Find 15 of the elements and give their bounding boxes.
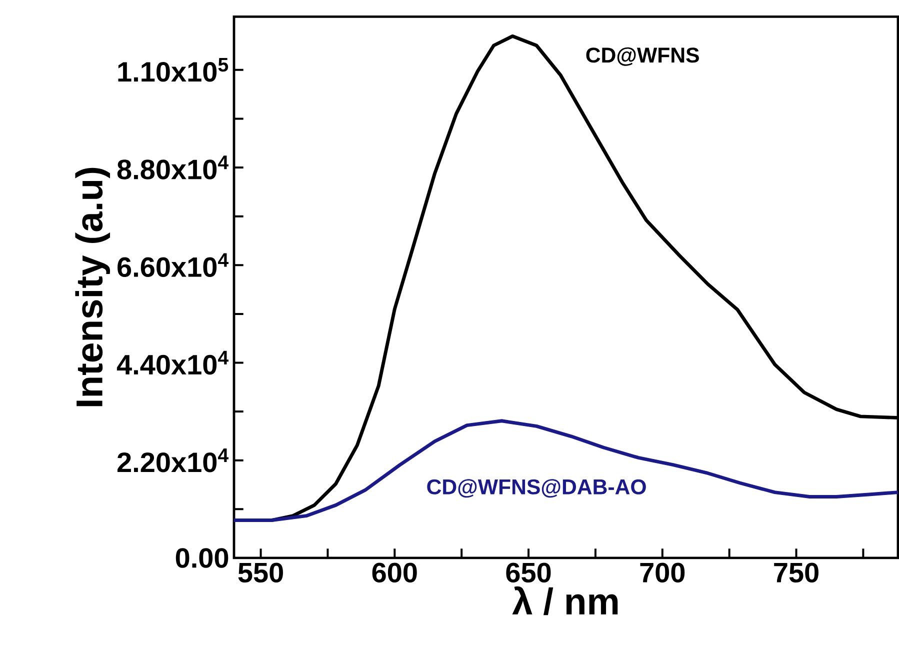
y-tick-label: 8.80x10$^{4}$ <box>117 156 229 180</box>
y-tick-label: 0.00 <box>176 548 228 568</box>
y-tick-label: 1.10x10$^{5}$ <box>118 58 228 82</box>
x-tick-label: 600 <box>372 562 417 583</box>
x-axis-title: λ / nm <box>512 586 618 616</box>
y-axis-title: Intensity (a.u) <box>75 168 110 406</box>
x-tick-label: 700 <box>640 562 685 583</box>
y-tick-label: 2.20x10$^{4}$ <box>117 448 229 472</box>
y-tick-label: 6.60x10$^{4}$ <box>118 253 229 278</box>
x-tick-label: 650 <box>506 562 551 583</box>
x-tick-label: 750 <box>774 562 818 583</box>
series-label: CD@WFNS@DAB-AO <box>427 479 646 498</box>
series-label: CD@WFNS <box>586 47 699 66</box>
x-tick-label: 550 <box>238 562 283 583</box>
y-tick-label: 4.40x10$^{4}$ <box>116 350 229 375</box>
